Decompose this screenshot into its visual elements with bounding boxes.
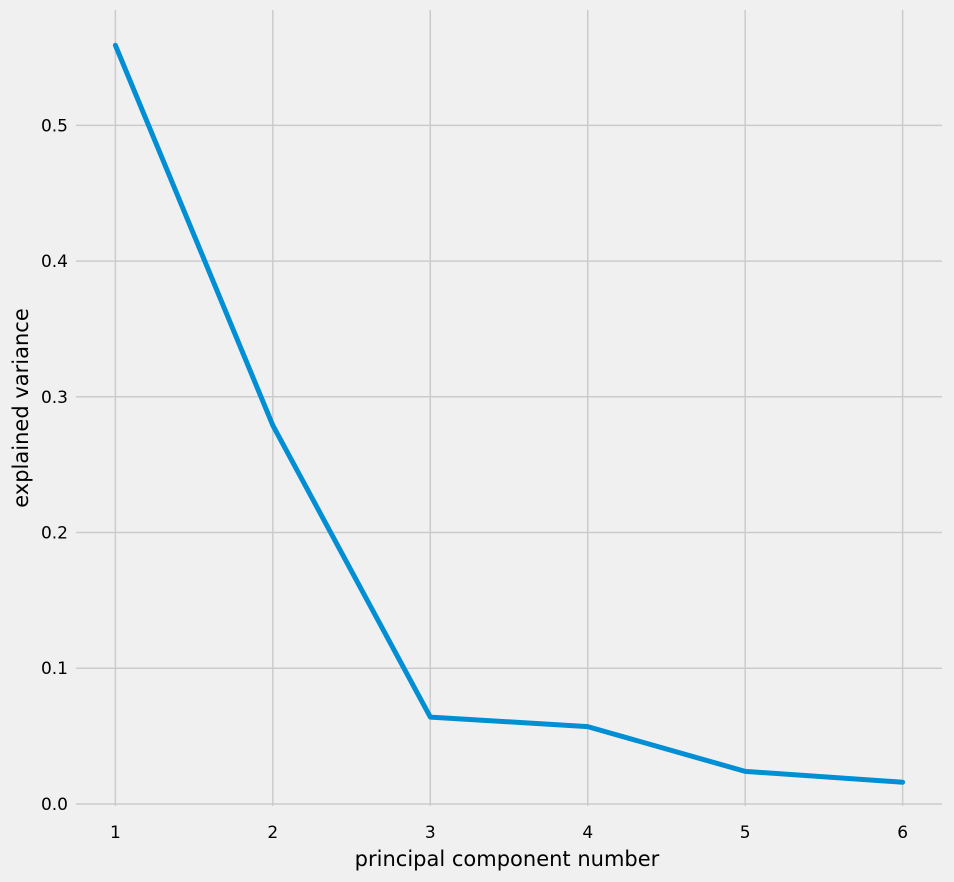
x-tick-label: 4 xyxy=(582,823,593,843)
y-tick-label: 0.2 xyxy=(41,524,68,544)
grid xyxy=(76,10,942,806)
x-axis-label: principal component number xyxy=(355,847,660,871)
x-tick-label: 6 xyxy=(897,823,908,843)
y-tick-label: 0.1 xyxy=(41,659,68,679)
y-tick-label: 0.3 xyxy=(41,388,68,408)
y-tick-label: 0.5 xyxy=(41,116,68,136)
y-axis-label: explained variance xyxy=(9,308,33,508)
x-tick-label: 3 xyxy=(425,823,436,843)
series-line xyxy=(112,42,906,785)
y-tick-label: 0.0 xyxy=(41,795,68,815)
y-tick-label: 0.4 xyxy=(41,252,68,272)
x-tick-label: 2 xyxy=(267,823,278,843)
series-layer xyxy=(112,42,906,785)
tick-labels: 1 2 3 4 5 6 0.0 0.1 0.2 0.3 0.4 0.5 xyxy=(41,116,908,843)
x-tick-label: 5 xyxy=(740,823,751,843)
x-tick-label: 1 xyxy=(110,823,121,843)
